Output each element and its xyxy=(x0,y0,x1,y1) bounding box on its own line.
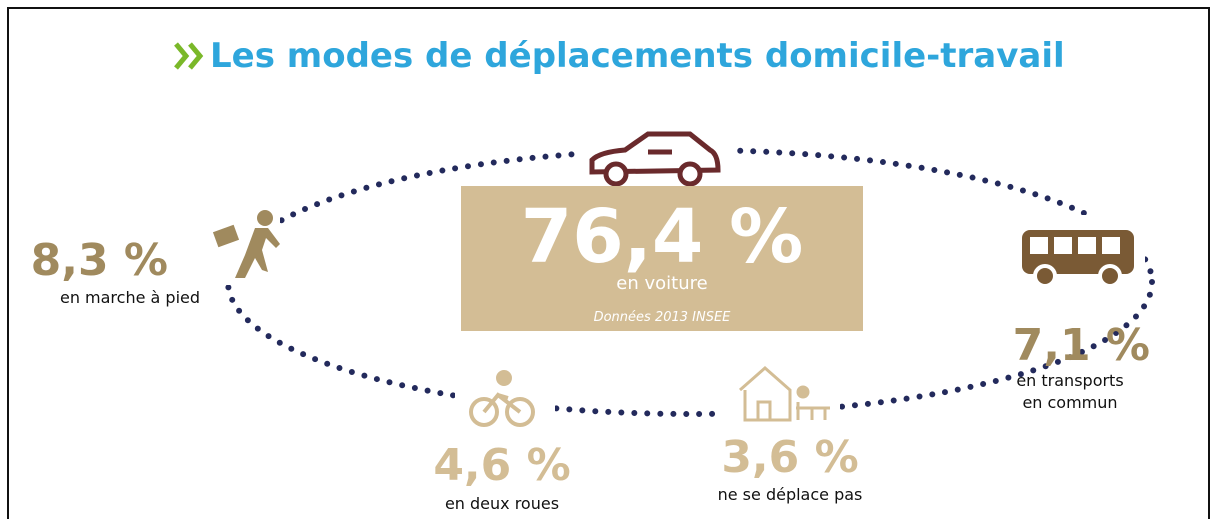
label: en marche à pied xyxy=(60,288,200,307)
value: 76,4 % xyxy=(521,194,804,280)
label: en transports xyxy=(1016,371,1123,390)
label: en commun xyxy=(1022,393,1117,412)
mask xyxy=(575,118,735,198)
car-icon xyxy=(589,131,721,187)
title-chevrons xyxy=(174,42,204,70)
value: 7,1 % xyxy=(1013,320,1150,371)
walker-icon xyxy=(212,210,280,278)
label: ne se déplace pas xyxy=(718,485,863,504)
title: Les modes de déplacements domicile-trava… xyxy=(210,36,1065,76)
value: 4,6 % xyxy=(433,440,570,491)
highlight-box xyxy=(461,186,863,331)
home-icon xyxy=(739,366,830,422)
label: en voiture xyxy=(616,273,707,294)
bus-icon xyxy=(1022,230,1134,288)
bike-icon xyxy=(469,370,535,427)
mask xyxy=(720,355,840,430)
label: en deux roues xyxy=(445,494,559,513)
value: 3,6 % xyxy=(721,432,858,483)
value: 8,3 % xyxy=(31,235,168,286)
source: Données 2013 INSEE xyxy=(594,310,732,325)
